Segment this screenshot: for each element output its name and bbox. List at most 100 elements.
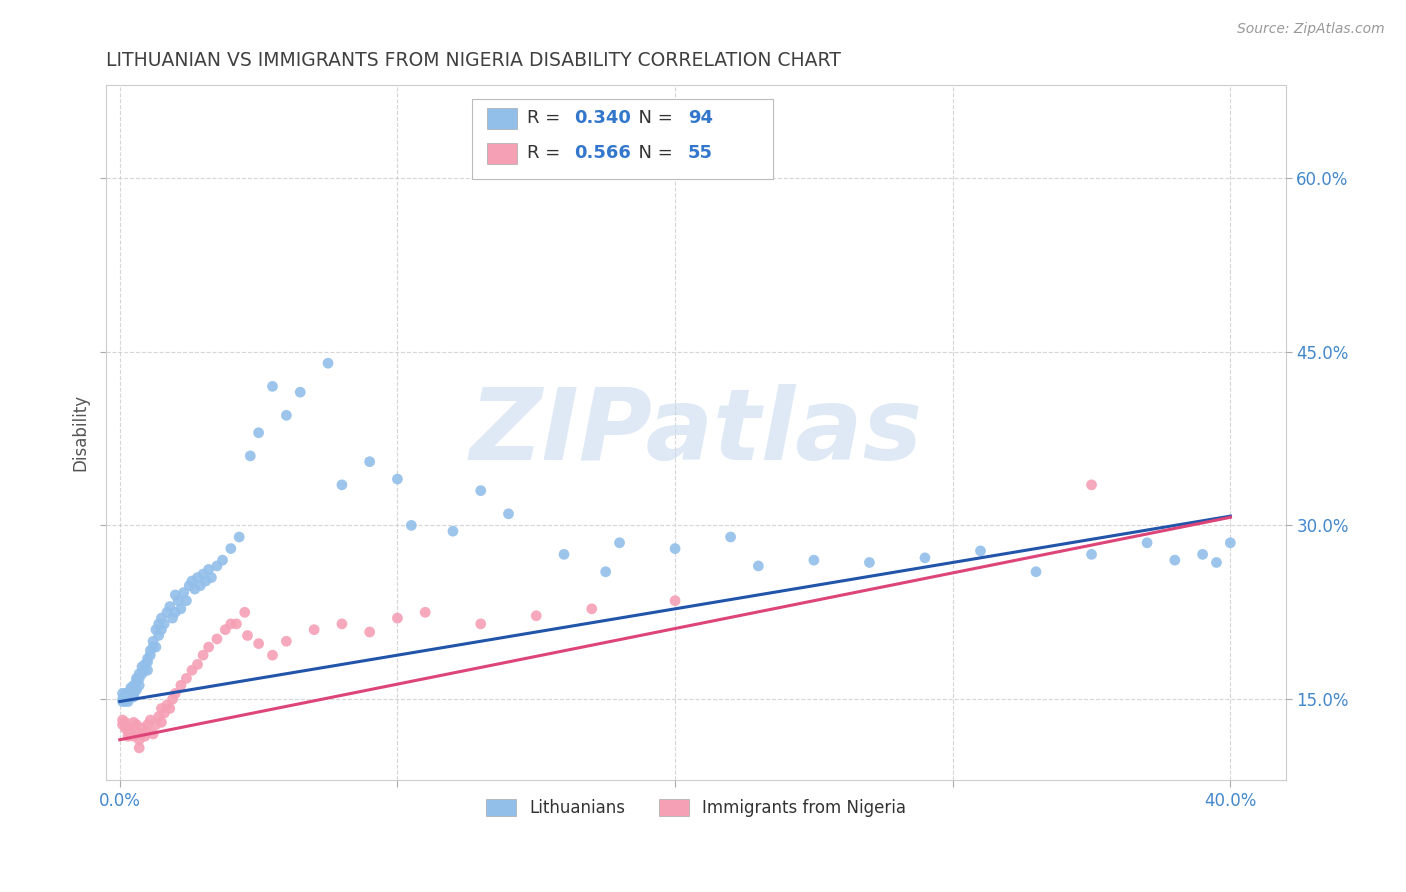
Point [122, 678, 145, 692]
Point [219, 541, 242, 556]
Text: R =: R = [527, 145, 567, 162]
Point [134, 729, 156, 743]
Point [664, 541, 686, 556]
Point [117, 729, 139, 743]
Point [359, 625, 381, 640]
Point [162, 692, 184, 706]
Point [145, 623, 167, 637]
Legend: Lithuanians, Immigrants from Nigeria: Lithuanians, Immigrants from Nigeria [479, 793, 912, 824]
Point [148, 616, 170, 631]
Point [1205, 556, 1227, 570]
Point [139, 643, 162, 657]
Point [205, 632, 228, 646]
Point [136, 717, 159, 731]
Point [156, 698, 179, 712]
Point [1080, 478, 1102, 492]
Point [122, 690, 145, 704]
Text: 94: 94 [688, 110, 713, 128]
Point [191, 648, 214, 662]
Point [139, 648, 162, 662]
Text: N =: N = [627, 110, 679, 128]
Point [128, 671, 150, 685]
Point [145, 717, 167, 731]
Point [1025, 565, 1047, 579]
Point [114, 690, 136, 704]
Point [747, 558, 769, 573]
Point [330, 616, 353, 631]
Point [170, 678, 193, 692]
Point [125, 671, 148, 685]
Point [470, 483, 492, 498]
Point [142, 634, 165, 648]
Point [131, 659, 153, 673]
Point [401, 518, 423, 533]
Point [131, 727, 153, 741]
Point [122, 686, 145, 700]
Text: LITHUANIAN VS IMMIGRANTS FROM NIGERIA DISABILITY CORRELATION CHART: LITHUANIAN VS IMMIGRANTS FROM NIGERIA DI… [105, 51, 841, 70]
Point [211, 553, 233, 567]
Text: 55: 55 [688, 145, 713, 162]
Point [131, 666, 153, 681]
Point [359, 455, 381, 469]
Point [114, 686, 136, 700]
Text: Source: ZipAtlas.com: Source: ZipAtlas.com [1237, 22, 1385, 37]
Point [148, 709, 170, 723]
Point [128, 732, 150, 747]
Point [197, 562, 219, 576]
Point [114, 721, 136, 735]
Point [150, 715, 173, 730]
Point [117, 686, 139, 700]
Point [413, 605, 436, 619]
Point [134, 657, 156, 672]
FancyBboxPatch shape [486, 143, 516, 163]
Point [803, 553, 825, 567]
Point [125, 674, 148, 689]
Point [1080, 547, 1102, 561]
Point [179, 579, 201, 593]
Point [498, 507, 520, 521]
Point [236, 628, 259, 642]
Point [609, 535, 631, 549]
Point [184, 582, 207, 596]
Point [165, 686, 187, 700]
Point [120, 721, 142, 735]
Point [1219, 535, 1241, 549]
Point [173, 585, 195, 599]
Point [111, 686, 134, 700]
Y-axis label: Disability: Disability [72, 394, 89, 471]
Point [125, 724, 148, 739]
Point [153, 616, 176, 631]
Point [290, 385, 312, 400]
Point [316, 356, 339, 370]
Point [247, 637, 270, 651]
Text: ZIPatlas: ZIPatlas [470, 384, 922, 481]
Point [233, 605, 256, 619]
FancyBboxPatch shape [471, 99, 773, 179]
Point [125, 717, 148, 731]
Point [142, 640, 165, 654]
Point [111, 694, 134, 708]
Point [136, 651, 159, 665]
Point [145, 640, 167, 654]
Point [148, 628, 170, 642]
Point [114, 694, 136, 708]
Point [125, 682, 148, 697]
Point [128, 666, 150, 681]
Point [114, 692, 136, 706]
Point [159, 599, 181, 614]
Text: N =: N = [627, 145, 679, 162]
Point [117, 690, 139, 704]
Point [470, 616, 492, 631]
Point [117, 724, 139, 739]
Point [262, 648, 284, 662]
Point [114, 715, 136, 730]
Point [194, 574, 217, 588]
Point [153, 706, 176, 720]
Point [581, 602, 603, 616]
Point [122, 715, 145, 730]
Point [262, 379, 284, 393]
Point [120, 682, 142, 697]
Point [117, 694, 139, 708]
Text: R =: R = [527, 110, 567, 128]
Point [162, 611, 184, 625]
